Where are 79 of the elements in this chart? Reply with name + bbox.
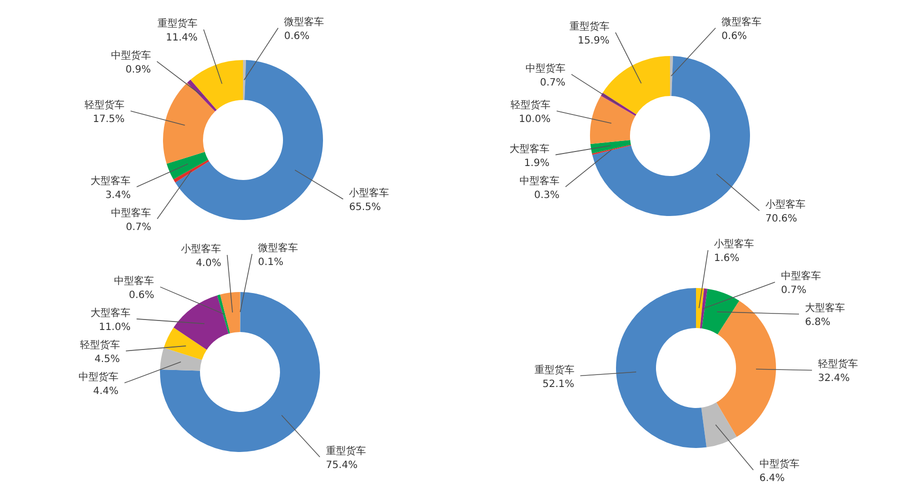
data-label: 3.4%	[105, 190, 131, 201]
donut-slice	[163, 82, 216, 164]
data-label: 70.6%	[765, 214, 798, 225]
donut-slice	[590, 140, 631, 154]
slice-label: 中型客车	[780, 270, 821, 282]
data-label: 11.0%	[98, 322, 131, 333]
donut-slice	[190, 60, 243, 110]
slice-label: 大型客车	[90, 174, 131, 187]
data-label: 0.9%	[126, 64, 151, 76]
data-label: 17.5%	[92, 114, 125, 126]
slice-label: 中型客车	[520, 174, 560, 187]
slice-label: 小型客车	[349, 187, 390, 200]
data-label: 4.4%	[93, 386, 119, 397]
slice-label: 轻型货车	[80, 338, 120, 351]
data-label: 6.8%	[804, 317, 830, 328]
data-label: 10.0%	[518, 114, 551, 125]
data-label: 4.5%	[94, 354, 120, 365]
donut-slice	[166, 152, 208, 180]
slice-label: 中型货车	[759, 458, 800, 470]
donut-slice	[716, 300, 776, 437]
data-label: 0.7%	[780, 285, 806, 296]
donut-slice	[616, 288, 707, 448]
data-label: 0.6%	[722, 31, 747, 42]
data-label: 0.7%	[126, 222, 152, 233]
slice-label: 大型客车	[510, 142, 550, 155]
data-label: 11.4%	[166, 32, 198, 44]
data-label: 1.9%	[524, 158, 550, 169]
donut-slice	[592, 56, 750, 216]
donut-slice	[175, 60, 323, 220]
data-label: 4.0%	[196, 258, 222, 269]
donut-slice	[590, 96, 636, 144]
data-label: 6.4%	[759, 473, 785, 484]
data-label: 0.6%	[284, 31, 310, 42]
donut-slice	[164, 327, 207, 360]
donut-slice	[592, 144, 632, 155]
slice-label: 大型客车	[90, 306, 131, 319]
slice-label: 微型客车	[284, 16, 324, 28]
donut-slice	[174, 295, 229, 350]
slice-label: 重型货车	[569, 20, 610, 32]
slice-label: 微型客车	[258, 242, 298, 254]
donut-slice	[160, 348, 202, 371]
slice-label: 轻型货车	[818, 358, 858, 370]
data-label: 75.4%	[326, 460, 358, 471]
slice-label: 大型客车	[804, 302, 845, 314]
slice-label: 小型客车	[181, 242, 222, 255]
slice-label: 重型货车	[534, 364, 574, 376]
slice-label: 小型客车	[765, 198, 806, 211]
donut-slice	[702, 288, 740, 334]
data-label: 0.1%	[258, 257, 284, 268]
slice-label: 中型货车	[110, 49, 151, 62]
donut-slice	[696, 288, 704, 328]
donut-slice	[217, 294, 230, 334]
slice-label: 微型客车	[722, 16, 762, 28]
donut-slice	[160, 292, 320, 452]
data-label: 65.5%	[349, 202, 381, 214]
slice-label: 重型货车	[158, 17, 198, 30]
data-label: 1.6%	[714, 253, 740, 264]
data-label: 52.1%	[542, 378, 574, 390]
slice-label: 轻型货车	[84, 99, 125, 112]
slice-label: 中型客车	[111, 206, 152, 219]
data-label: 0.6%	[128, 290, 154, 301]
slice-label: 中型货车	[78, 370, 119, 383]
data-label: 0.3%	[534, 190, 560, 201]
donut-slice	[670, 56, 674, 96]
donut-slice	[220, 292, 240, 334]
donut-slice	[700, 288, 708, 328]
donut-slice	[602, 56, 670, 114]
donut-slice	[187, 80, 217, 112]
donut-slice	[173, 160, 210, 182]
slice-label: 轻型货车	[510, 98, 551, 111]
slice-label: 中型客车	[114, 274, 154, 287]
data-label: 32.4%	[818, 373, 850, 384]
slice-label: 重型货车	[326, 444, 366, 457]
donut-slice	[243, 60, 246, 100]
data-label: 15.9%	[578, 35, 610, 46]
data-label: 0.7%	[540, 77, 566, 88]
slice-label: 中型货车	[525, 62, 566, 74]
donut-slice	[701, 402, 737, 448]
slice-label: 小型客车	[714, 238, 754, 250]
